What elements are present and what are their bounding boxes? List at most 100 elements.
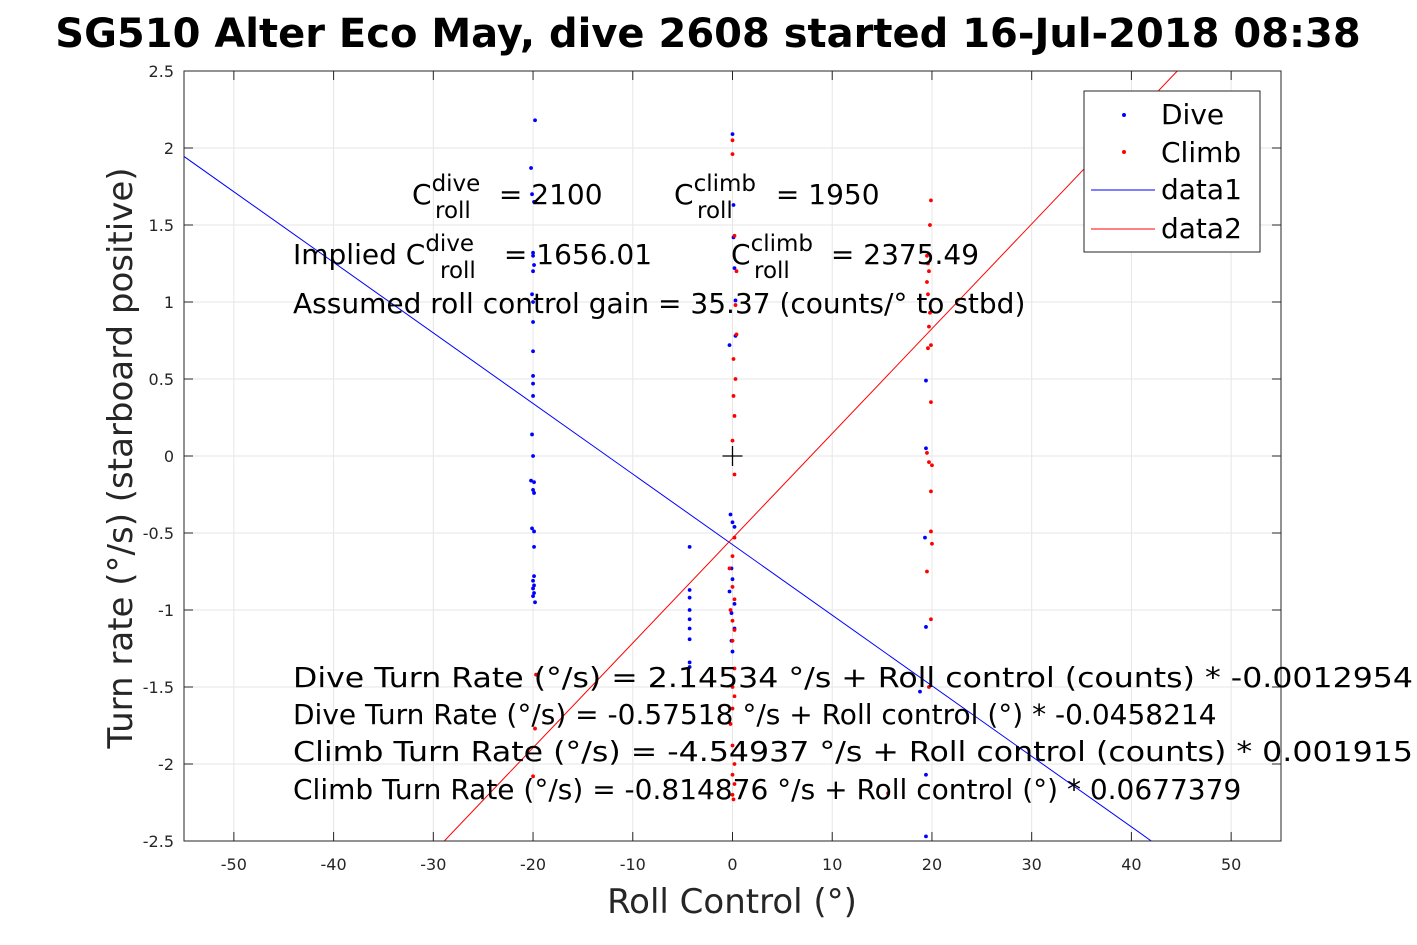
climb-point bbox=[730, 772, 735, 777]
dive-point bbox=[687, 544, 692, 549]
x-tick-label: 40 bbox=[1121, 855, 1141, 874]
climb-point bbox=[734, 269, 739, 274]
climb-point bbox=[732, 597, 737, 602]
c-dive-subscript: roll bbox=[435, 198, 471, 224]
dive-point bbox=[531, 578, 535, 583]
legend-box bbox=[1083, 90, 1261, 253]
climb-point bbox=[732, 535, 737, 540]
x-tick-label: -20 bbox=[520, 855, 546, 874]
c-dive-value: = 2100 bbox=[490, 178, 603, 211]
dive-point bbox=[687, 637, 692, 642]
annotation-equation-2: Dive Turn Rate (°/s) = -0.57518 °/s + Ro… bbox=[293, 698, 1217, 731]
dive-point bbox=[530, 192, 534, 197]
dive-point bbox=[687, 608, 692, 612]
dive-point bbox=[729, 611, 734, 615]
y-tick-label: -1 bbox=[158, 601, 174, 620]
c-dive-prefix: C bbox=[412, 178, 432, 211]
dive-point bbox=[529, 478, 533, 483]
climb-point bbox=[730, 685, 735, 689]
dive-point bbox=[532, 200, 536, 204]
climb-point bbox=[731, 797, 736, 802]
dive-point bbox=[532, 591, 536, 595]
dive-point bbox=[732, 266, 737, 271]
dive-point bbox=[529, 166, 533, 170]
y-tick-label: -0.5 bbox=[143, 524, 174, 543]
dive-point bbox=[687, 626, 692, 631]
climb-point bbox=[929, 489, 933, 494]
dive-point bbox=[687, 665, 692, 669]
dive-point bbox=[532, 574, 536, 579]
dive-point bbox=[532, 529, 536, 534]
climb-point bbox=[730, 554, 735, 558]
implied-label: Implied C bbox=[293, 238, 425, 271]
climb-point bbox=[732, 414, 737, 418]
climb-point bbox=[925, 451, 929, 455]
dive-point bbox=[531, 320, 535, 324]
climb-point bbox=[730, 638, 735, 643]
y-axis-ticks: -2.5 -2 -1.5 -1 -0.5 0 0.5 1 1.5 2 2.5 bbox=[143, 62, 1281, 851]
climb-point bbox=[928, 310, 932, 315]
climb-point bbox=[730, 706, 735, 711]
climb-point bbox=[930, 541, 934, 546]
dive-point bbox=[530, 432, 534, 437]
annotation-c-dive: Cdive roll = 2100 bbox=[412, 171, 603, 224]
implied-climb-subscript: roll bbox=[754, 258, 790, 284]
x-axis-ticks: -50 -40 -30 -20 -10 0 10 20 30 40 50 bbox=[221, 71, 1241, 874]
dive-point bbox=[687, 617, 692, 622]
c-climb-subscript: roll bbox=[697, 198, 733, 224]
y-tick-label: 0 bbox=[164, 447, 174, 466]
data-points bbox=[529, 118, 934, 839]
y-tick-label: -2 bbox=[158, 755, 174, 774]
y-tick-label: 1 bbox=[164, 293, 174, 312]
annotation-gain: Assumed roll control gain = 35.37 (count… bbox=[293, 287, 1025, 320]
x-tick-label: -40 bbox=[321, 855, 347, 874]
climb-point bbox=[928, 223, 932, 227]
climb-point bbox=[730, 138, 735, 143]
dive-point bbox=[533, 600, 537, 605]
climb-point bbox=[886, 791, 890, 796]
dive-point bbox=[687, 660, 692, 665]
annotation-implied-dive: Implied Cdive roll = 1656.01 bbox=[293, 231, 652, 284]
climb-point bbox=[926, 346, 930, 351]
climb-point bbox=[927, 269, 931, 274]
x-tick-label: 0 bbox=[727, 855, 737, 874]
climb-point bbox=[731, 357, 736, 361]
y-tick-label: -1.5 bbox=[143, 678, 174, 697]
climb-point bbox=[732, 762, 737, 766]
legend-data2-label: data2 bbox=[1161, 212, 1242, 245]
climb-point bbox=[732, 233, 737, 238]
legend-data1-label: data1 bbox=[1161, 173, 1242, 206]
y-tick-label: 1.5 bbox=[149, 216, 174, 235]
climb-point bbox=[926, 292, 930, 297]
climb-point bbox=[732, 782, 737, 786]
dive-point bbox=[531, 300, 535, 304]
climb-point bbox=[927, 324, 931, 329]
dive-point bbox=[924, 772, 928, 777]
dive-point bbox=[924, 834, 928, 839]
climb-point bbox=[929, 617, 933, 622]
dive-point bbox=[532, 480, 536, 485]
annotation-equation-3: Climb Turn Rate (°/s) = -4.54937 °/s + R… bbox=[293, 735, 1413, 768]
implied-dive-subscript: roll bbox=[440, 258, 476, 284]
y-tick-label: 2.5 bbox=[149, 62, 174, 81]
x-axis-label: Roll Control (°) bbox=[607, 882, 857, 922]
legend-dive-label: Dive bbox=[1161, 98, 1224, 131]
c-dive-superscript: dive bbox=[432, 171, 481, 197]
climb-point bbox=[732, 694, 737, 699]
climb-point bbox=[929, 198, 933, 203]
dive-point bbox=[531, 253, 535, 258]
legend-climb-marker bbox=[1122, 150, 1126, 154]
dive-point bbox=[727, 343, 732, 348]
x-tick-label: -50 bbox=[221, 855, 247, 874]
dive-point bbox=[924, 378, 928, 383]
dive-point bbox=[687, 588, 692, 592]
climb-point bbox=[730, 438, 735, 443]
climb-point bbox=[734, 332, 739, 337]
climb-point bbox=[929, 343, 933, 348]
dive-point bbox=[531, 250, 535, 255]
climb-point bbox=[531, 774, 535, 779]
fit-lines bbox=[184, 71, 1178, 841]
climb-point bbox=[930, 463, 934, 468]
origin-crosshair-marker bbox=[722, 446, 743, 466]
